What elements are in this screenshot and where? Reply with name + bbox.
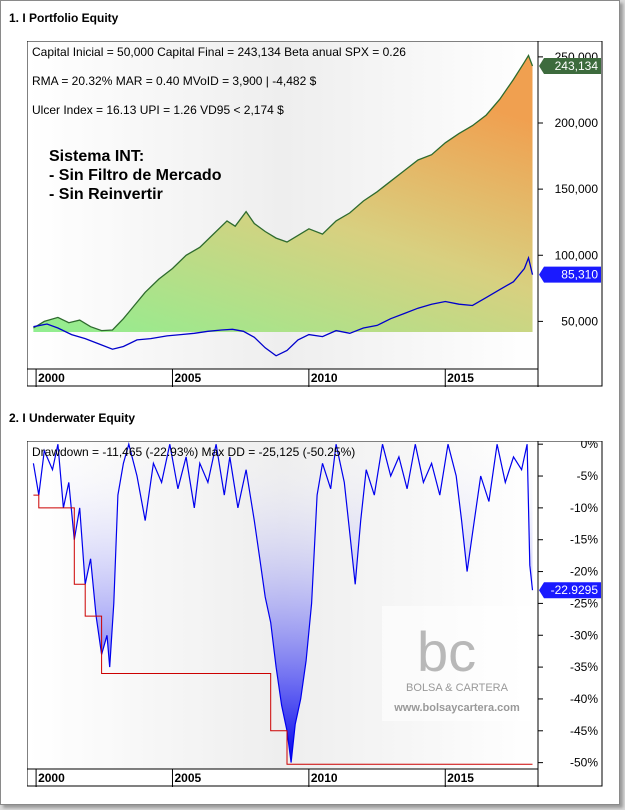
- stats-line: Drawdown = -11,465 (-22.93%) Max DD = -2…: [32, 445, 355, 459]
- y-tick-label: 0%: [581, 441, 599, 451]
- y-tick-label: -20%: [570, 565, 598, 579]
- y-tick-label: 50,000: [561, 314, 598, 328]
- y-tick-label: -5%: [577, 469, 599, 483]
- stats-line: Capital Inicial = 50,000 Capital Final =…: [32, 45, 406, 59]
- last-value-label: 85,310: [561, 268, 598, 282]
- x-tick-label: 2015: [447, 771, 474, 785]
- equity-area: [33, 55, 533, 332]
- y-tick-label: -10%: [570, 501, 598, 515]
- y-tick-label: -45%: [570, 724, 598, 738]
- drawdown-line: [32, 441, 534, 763]
- y-tick-label: -15%: [570, 533, 598, 547]
- y-tick-label: -50%: [570, 756, 598, 770]
- drawdown-area: [33, 444, 533, 763]
- x-tick-label: 2000: [38, 371, 65, 385]
- stats-line: RMA = 20.32% MAR = 0.40 MVoID = 3,900 | …: [32, 74, 317, 88]
- x-tick-label: 2010: [311, 771, 338, 785]
- last-value-label: -22.9295: [551, 583, 599, 597]
- y-tick-label: -35%: [570, 660, 598, 674]
- overlay-text: Sistema INT:: [49, 148, 144, 165]
- x-tick-label: 2015: [447, 371, 474, 385]
- panel2-title: 2. I Underwater Equity: [9, 411, 136, 425]
- y-tick-label: 150,000: [555, 182, 599, 196]
- y-tick-label: -40%: [570, 692, 598, 706]
- overlay-text: - Sin Filtro de Mercado: [49, 167, 222, 184]
- underwater-equity-chart: 0% -5% -10% -15% -20% -25% -30% -35% -40% -45% -50…: [27, 441, 603, 787]
- overlay-text: - Sin Reinvertir: [49, 186, 163, 203]
- watermark-brand: BOLSA & CARTERA: [406, 682, 509, 694]
- x-tick-label: 2000: [38, 771, 65, 785]
- last-value-label: 243,134: [555, 59, 599, 73]
- panel1-title: 1. I Portfolio Equity: [9, 11, 119, 25]
- last-value-marker: [539, 266, 601, 283]
- watermark-panel: [382, 606, 532, 721]
- last-value-marker: [539, 582, 601, 599]
- stats-line: Ulcer Index = 16.13 UPI = 1.26 VD95 < 2,…: [32, 103, 284, 117]
- last-value-marker: [539, 57, 601, 74]
- watermark-url: www.bolsaycartera.com: [393, 702, 520, 714]
- y-tick-label: 200,000: [555, 116, 599, 130]
- y-tick-label: 100,000: [555, 248, 599, 262]
- x-tick-label: 2010: [311, 371, 338, 385]
- x-tick-label: 2005: [174, 371, 201, 385]
- y-tick-label: -25%: [570, 596, 598, 610]
- x-tick-label: 2005: [174, 771, 201, 785]
- y-tick-label: -30%: [570, 628, 598, 642]
- logo-letters: bc: [417, 620, 476, 683]
- equity-line: [33, 54, 534, 332]
- benchmark-line: [33, 255, 534, 357]
- max-drawdown-line: [33, 494, 533, 765]
